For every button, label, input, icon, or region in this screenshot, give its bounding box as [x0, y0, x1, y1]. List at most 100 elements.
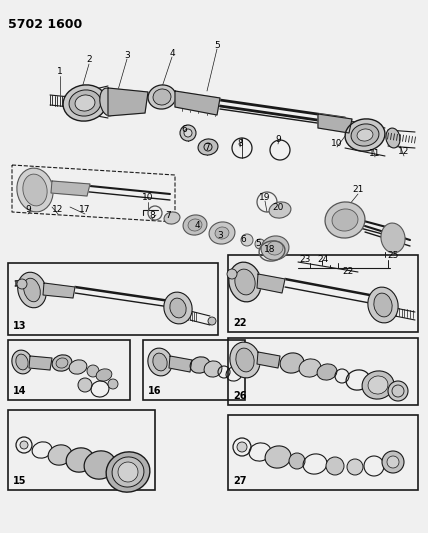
- Ellipse shape: [96, 369, 112, 381]
- Ellipse shape: [368, 287, 398, 323]
- Text: 10: 10: [331, 139, 343, 148]
- Ellipse shape: [357, 129, 373, 141]
- Ellipse shape: [12, 350, 32, 374]
- Ellipse shape: [188, 219, 202, 231]
- Circle shape: [237, 442, 247, 452]
- Text: 10: 10: [142, 193, 154, 203]
- Ellipse shape: [236, 348, 254, 372]
- Circle shape: [208, 317, 216, 325]
- Circle shape: [180, 125, 196, 141]
- Text: 6: 6: [181, 125, 187, 134]
- Ellipse shape: [381, 223, 405, 253]
- Ellipse shape: [209, 222, 235, 244]
- Ellipse shape: [362, 371, 394, 399]
- Circle shape: [227, 269, 237, 279]
- Ellipse shape: [325, 202, 365, 238]
- Text: 7: 7: [165, 211, 171, 220]
- Circle shape: [108, 379, 118, 389]
- Ellipse shape: [18, 272, 46, 308]
- Circle shape: [387, 456, 399, 468]
- Ellipse shape: [69, 90, 101, 116]
- Text: 12: 12: [52, 206, 64, 214]
- Ellipse shape: [23, 174, 47, 206]
- Circle shape: [255, 239, 265, 249]
- Text: 22: 22: [342, 268, 354, 277]
- Text: 23: 23: [299, 255, 311, 264]
- Text: 1: 1: [57, 68, 63, 77]
- Circle shape: [241, 234, 253, 246]
- Ellipse shape: [190, 357, 210, 373]
- Ellipse shape: [56, 358, 68, 368]
- Circle shape: [347, 459, 363, 475]
- Text: 20: 20: [272, 203, 284, 212]
- Circle shape: [388, 381, 408, 401]
- Polygon shape: [318, 114, 352, 133]
- Bar: [8, 340, 130, 400]
- Ellipse shape: [265, 446, 291, 468]
- Circle shape: [17, 279, 27, 289]
- Ellipse shape: [164, 212, 180, 224]
- Ellipse shape: [317, 364, 337, 380]
- Ellipse shape: [261, 236, 289, 260]
- Ellipse shape: [148, 85, 176, 109]
- Ellipse shape: [17, 168, 53, 212]
- Text: 5: 5: [214, 41, 220, 50]
- Ellipse shape: [368, 376, 388, 394]
- Ellipse shape: [198, 139, 218, 155]
- Bar: [228, 415, 418, 490]
- Ellipse shape: [269, 202, 291, 218]
- Ellipse shape: [153, 89, 171, 105]
- Circle shape: [289, 453, 305, 469]
- Text: 7: 7: [204, 143, 210, 152]
- Ellipse shape: [235, 269, 255, 295]
- Polygon shape: [108, 88, 148, 116]
- Text: 21: 21: [352, 185, 364, 195]
- Ellipse shape: [75, 95, 95, 111]
- Ellipse shape: [106, 452, 150, 492]
- Polygon shape: [43, 283, 75, 298]
- Text: 18: 18: [264, 246, 276, 254]
- Polygon shape: [257, 352, 280, 368]
- Text: 26: 26: [233, 391, 247, 401]
- Text: 9: 9: [275, 135, 281, 144]
- Text: 14: 14: [13, 386, 27, 396]
- Ellipse shape: [118, 462, 138, 482]
- Ellipse shape: [153, 353, 167, 371]
- Text: 15: 15: [13, 476, 27, 486]
- Text: 3: 3: [217, 230, 223, 239]
- Circle shape: [326, 457, 344, 475]
- Polygon shape: [29, 356, 52, 370]
- Text: 24: 24: [318, 255, 329, 264]
- Ellipse shape: [280, 353, 304, 373]
- Ellipse shape: [100, 88, 116, 116]
- Polygon shape: [51, 181, 90, 196]
- Text: 2: 2: [86, 55, 92, 64]
- Ellipse shape: [164, 292, 192, 324]
- Ellipse shape: [24, 278, 40, 302]
- Ellipse shape: [230, 342, 260, 378]
- Polygon shape: [175, 91, 220, 115]
- Ellipse shape: [299, 359, 321, 377]
- Bar: [143, 340, 245, 400]
- Circle shape: [382, 451, 404, 473]
- Text: 27: 27: [233, 476, 247, 486]
- Ellipse shape: [229, 262, 261, 302]
- Polygon shape: [169, 356, 192, 372]
- Text: 4: 4: [194, 221, 200, 230]
- Ellipse shape: [332, 209, 358, 231]
- Ellipse shape: [351, 124, 379, 146]
- Ellipse shape: [66, 448, 94, 472]
- Bar: [8, 410, 155, 490]
- Text: 5702 1600: 5702 1600: [8, 18, 82, 31]
- Ellipse shape: [84, 451, 116, 479]
- Text: 16: 16: [148, 386, 161, 396]
- Text: 5: 5: [255, 239, 261, 248]
- Ellipse shape: [267, 241, 283, 255]
- Ellipse shape: [63, 85, 107, 121]
- Ellipse shape: [48, 445, 72, 465]
- Text: 4: 4: [169, 49, 175, 58]
- Text: 13: 13: [13, 321, 27, 331]
- Ellipse shape: [374, 293, 392, 317]
- Text: 17: 17: [79, 206, 91, 214]
- Text: 6: 6: [240, 236, 246, 245]
